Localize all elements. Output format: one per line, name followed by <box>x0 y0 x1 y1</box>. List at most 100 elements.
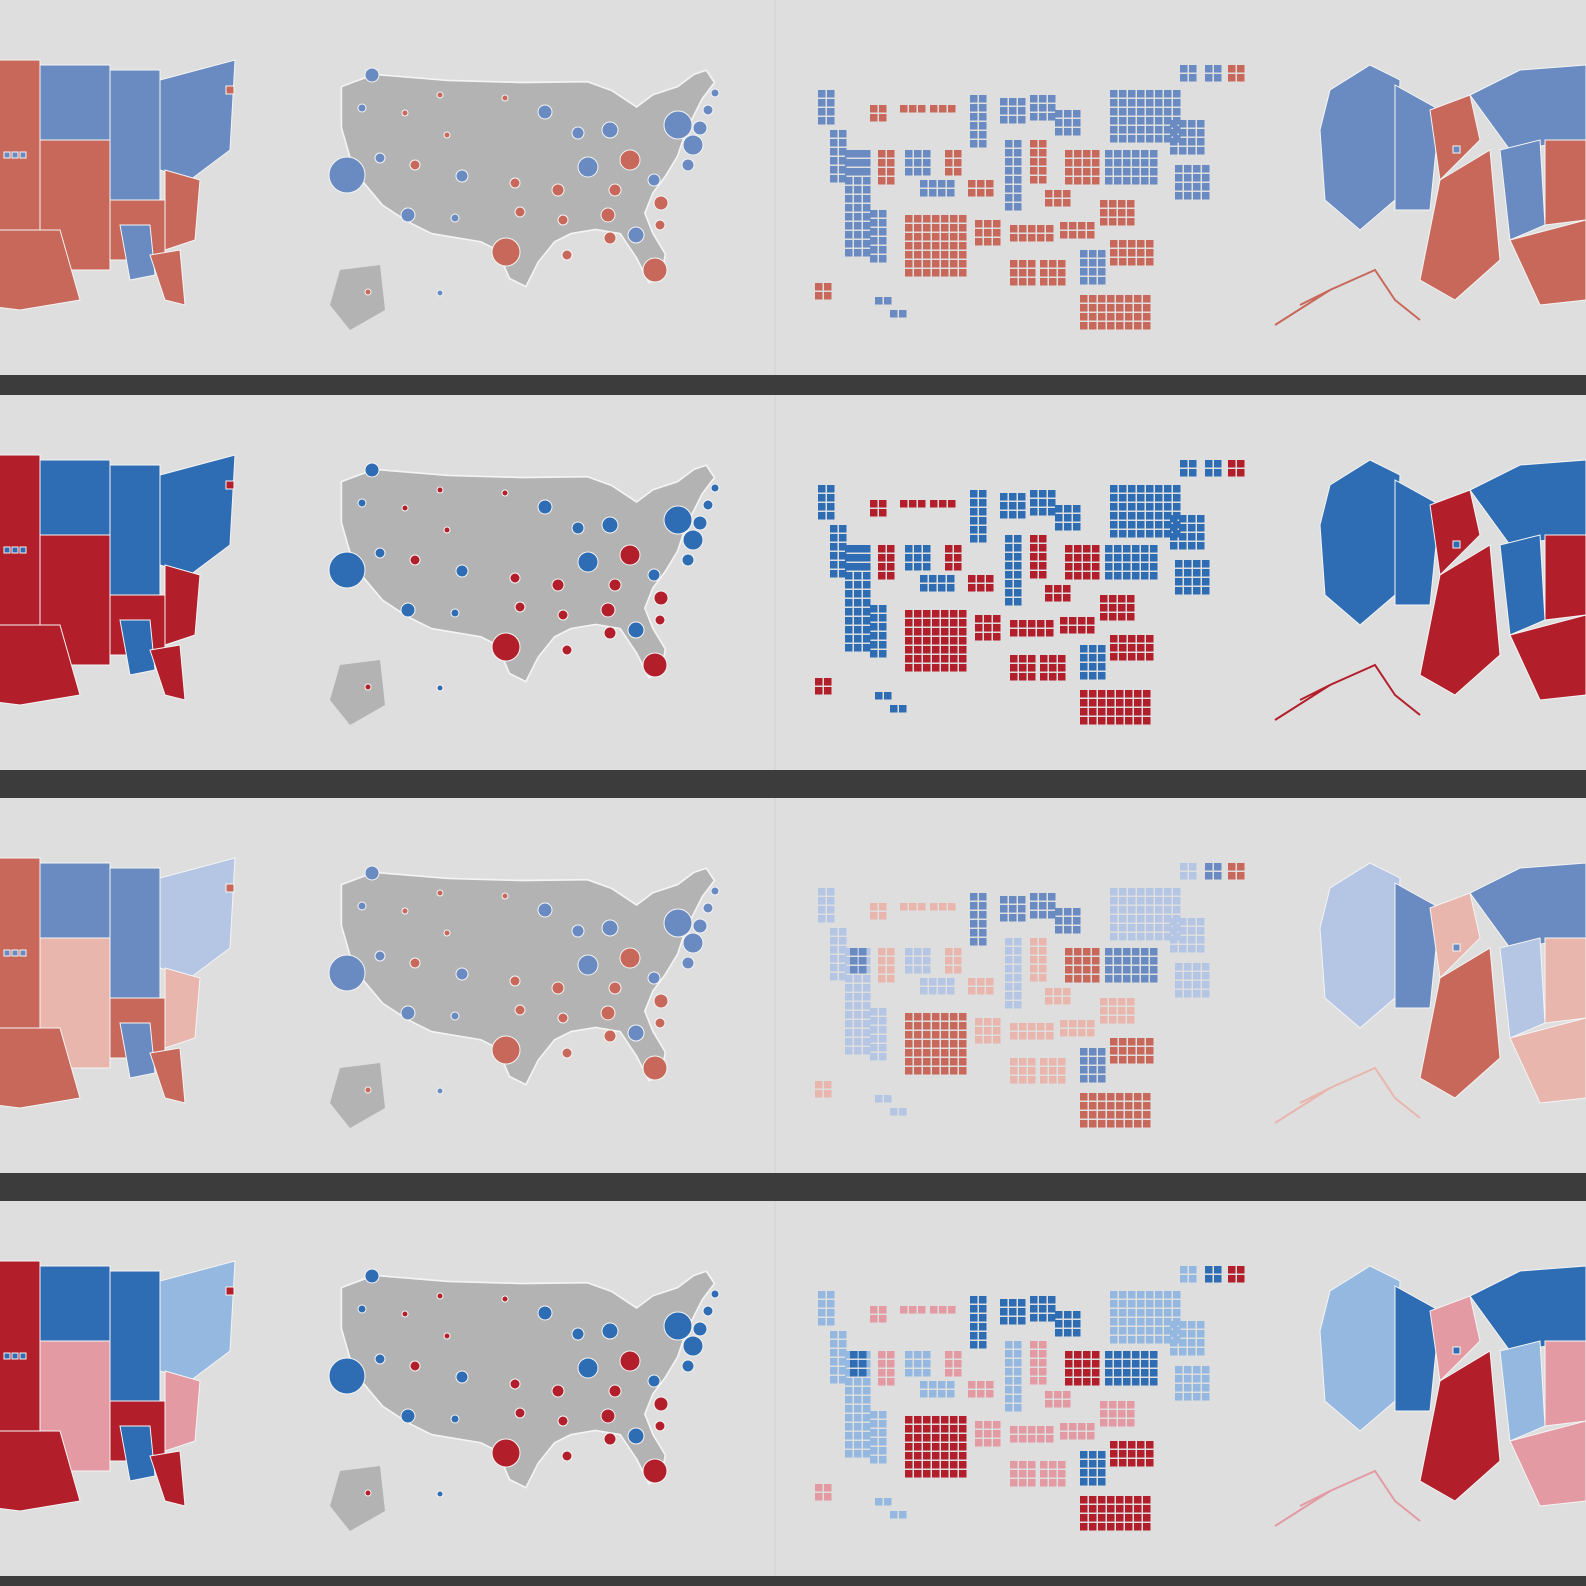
state-symbol <box>557 609 569 621</box>
state-tile <box>1019 278 1027 286</box>
state-tile <box>863 554 871 562</box>
state-tile <box>1060 1029 1068 1037</box>
state-tile <box>1175 560 1183 568</box>
state-tile <box>1080 1523 1088 1531</box>
state-tile <box>1193 165 1201 173</box>
state-tile <box>1164 530 1172 538</box>
state-tile <box>887 966 895 974</box>
state-tile <box>1175 192 1183 200</box>
state-tile <box>1188 129 1196 137</box>
state-tile <box>970 1296 978 1304</box>
state-symbol <box>491 237 521 267</box>
state-tile <box>870 105 878 113</box>
state-tile <box>830 157 838 165</box>
state-tile <box>959 1022 967 1030</box>
state-tile <box>1009 1299 1017 1307</box>
state-tile <box>878 975 886 983</box>
state-tile <box>1110 888 1118 896</box>
state-tile <box>923 269 931 277</box>
state-tile <box>1164 503 1172 511</box>
state-tile <box>968 584 976 592</box>
state-symbol <box>654 614 666 626</box>
state-tile <box>870 1411 878 1419</box>
state-tile <box>984 1027 992 1035</box>
state-tile <box>1188 1339 1196 1347</box>
state-tile <box>854 993 862 1001</box>
state-tile <box>932 1040 940 1048</box>
state-tile <box>1083 563 1091 571</box>
state-tile <box>1080 672 1088 680</box>
state-symbol <box>627 621 645 639</box>
state-tile <box>1089 250 1097 258</box>
state-tile <box>1155 485 1163 493</box>
state-tile <box>1175 587 1183 595</box>
state-tile <box>1205 872 1213 880</box>
state-tile <box>932 1425 940 1433</box>
state-tile <box>1030 176 1038 184</box>
state-tile <box>1089 1066 1097 1074</box>
state-tile <box>1146 1291 1154 1299</box>
state-tile <box>923 150 931 158</box>
state-tile <box>1109 1007 1117 1015</box>
state-tile <box>1098 1057 1106 1065</box>
state-symbol <box>682 134 704 156</box>
state-symbol <box>654 1017 666 1029</box>
state-tile <box>1049 1067 1057 1075</box>
state-tile <box>1039 508 1047 516</box>
state-tile <box>1065 1360 1073 1368</box>
state-tile <box>1193 192 1201 200</box>
state-tile <box>863 249 871 257</box>
state-tile <box>845 1038 853 1046</box>
state-tile <box>1089 717 1097 725</box>
state-tile <box>1164 1309 1172 1317</box>
state-tile <box>863 1387 871 1395</box>
state-tile <box>1005 176 1013 184</box>
state-tile <box>970 920 978 928</box>
state-symbol <box>654 1420 666 1432</box>
state-tile <box>818 1300 826 1308</box>
state-tile <box>1125 708 1133 716</box>
state-symbol <box>647 568 661 582</box>
state-tile <box>815 292 823 300</box>
state-tile <box>918 903 926 911</box>
state-tile <box>1164 1291 1172 1299</box>
state-tile <box>899 310 907 318</box>
state-tile <box>1143 708 1151 716</box>
map-row-1 <box>0 0 1586 375</box>
state-tile <box>932 610 940 618</box>
state-tile <box>1202 174 1210 182</box>
state-tile <box>839 946 847 954</box>
state-tile <box>1107 717 1115 725</box>
state-region <box>1319 459 1401 626</box>
state-tile <box>863 240 871 248</box>
state-tile <box>923 260 931 268</box>
state-tile <box>1028 225 1036 233</box>
state-tile <box>1146 1047 1154 1055</box>
state-tile <box>824 292 832 300</box>
state-tile <box>1119 888 1127 896</box>
state-tile <box>827 485 835 493</box>
state-tile <box>959 646 967 654</box>
state-tile <box>1040 1461 1048 1469</box>
state-tile <box>1046 1426 1054 1434</box>
state-tile <box>1146 512 1154 520</box>
state-tile <box>1089 1496 1097 1504</box>
state-tile <box>1058 278 1066 286</box>
state-tile <box>1143 304 1151 312</box>
state-tile <box>932 1058 940 1066</box>
state-tile <box>830 937 838 945</box>
state-tile <box>1125 1120 1133 1128</box>
state-tile <box>1107 1523 1115 1531</box>
state-tile <box>830 955 838 963</box>
state-symbol <box>514 1004 526 1016</box>
state-tile <box>968 180 976 188</box>
state-tile <box>1197 936 1205 944</box>
state-tile <box>854 186 862 194</box>
state-tile <box>993 615 1001 623</box>
state-tile <box>1119 99 1127 107</box>
state-tile <box>863 1020 871 1028</box>
state-tile <box>839 1349 847 1357</box>
state-tile <box>905 1013 913 1021</box>
state-tile <box>950 1058 958 1066</box>
state-tile <box>879 1017 887 1025</box>
